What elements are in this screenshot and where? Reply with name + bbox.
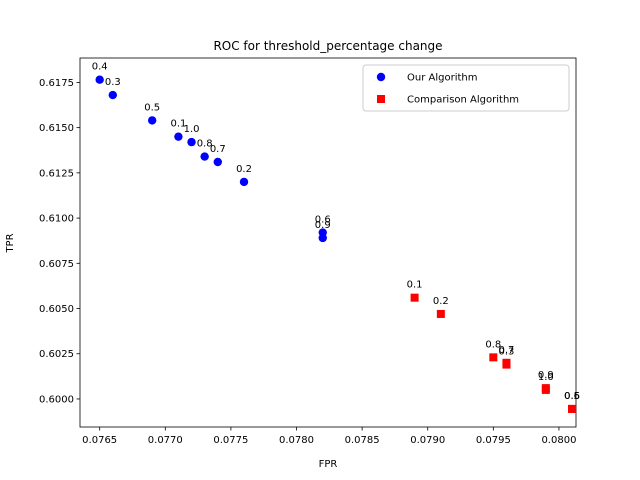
x-tick-label: 0.0775	[213, 435, 248, 446]
point-annotation: 1.0	[184, 124, 200, 135]
x-tick-label: 0.0765	[82, 435, 117, 446]
y-tick-label: 0.6125	[39, 168, 74, 179]
data-point	[489, 353, 498, 362]
data-point	[318, 233, 327, 243]
y-axis-label: TPR	[5, 233, 16, 253]
x-tick-label: 0.0770	[148, 435, 183, 446]
x-tick-label: 0.0780	[279, 435, 314, 446]
point-annotation: 0.8	[197, 139, 213, 150]
point-annotation: 0.1	[407, 280, 423, 291]
data-point	[502, 360, 511, 369]
data-point	[108, 90, 118, 100]
data-point	[568, 404, 577, 413]
data-point	[95, 75, 104, 84]
plot-frame	[79, 57, 577, 428]
legend-marker	[376, 72, 386, 82]
legend-entry: Our Algorithm	[407, 73, 477, 84]
series-our-algorithm: 0.4 0.3 0.5 0.11.0 0.80.7 0.2 0.60.9	[92, 62, 331, 243]
chart-title: ROC for threshold_percentage change	[213, 39, 442, 53]
data-point	[541, 385, 550, 394]
y-tick-label: 0.6050	[39, 304, 74, 315]
point-annotation: 0.6	[564, 391, 580, 402]
y-tick-label: 0.6175	[39, 78, 74, 89]
y-tick-label: 0.6075	[39, 259, 74, 270]
plot-area: 0.0765 0.0770 0.0775 0.0780 0.0785 0.0790 0.07…	[39, 57, 580, 446]
point-annotation: 0.8	[485, 339, 501, 350]
series-comparison-algorithm: 0.1 0.2 0.80.70.3 0.91.0 0.60.5	[407, 280, 580, 413]
point-annotation: 0.3	[499, 347, 515, 358]
point-annotation: 0.4	[92, 62, 108, 73]
x-tick-label: 0.0790	[410, 435, 445, 446]
x-axis-label: FPR	[319, 459, 338, 470]
data-point	[213, 157, 222, 167]
point-annotation: 0.9	[538, 370, 554, 381]
point-annotation: 0.9	[315, 220, 331, 231]
legend-entry: Comparison Algorithm	[407, 95, 519, 106]
point-annotation: 0.3	[105, 77, 121, 88]
y-tick-label: 0.6025	[39, 349, 74, 360]
point-annotation: 0.5	[144, 102, 160, 113]
x-tick-label: 0.0800	[541, 435, 576, 446]
data-point	[239, 177, 249, 187]
x-tick-label: 0.0785	[345, 435, 380, 446]
legend-marker	[377, 95, 385, 103]
legend: Our Algorithm Comparison Algorithm	[362, 64, 570, 112]
point-annotation: 0.7	[210, 144, 226, 155]
y-tick-label: 0.6100	[39, 214, 74, 225]
data-point	[436, 309, 445, 318]
data-point	[410, 293, 419, 302]
y-tick-label: 0.6150	[39, 123, 74, 134]
data-point	[187, 137, 196, 147]
point-annotation: 0.6	[315, 215, 331, 226]
point-annotation: 0.2	[433, 296, 449, 307]
point-annotation: 0.7	[499, 345, 515, 356]
data-point	[174, 132, 183, 141]
point-annotation: 0.5	[564, 391, 580, 402]
point-annotation: 0.1	[170, 119, 186, 130]
data-point	[200, 152, 209, 161]
data-point	[147, 116, 157, 125]
point-annotation: 0.2	[236, 164, 252, 175]
legend-box	[362, 64, 570, 112]
point-annotation: 1.0	[538, 372, 554, 383]
y-tick-label: 0.6000	[39, 394, 74, 405]
x-tick-label: 0.0795	[476, 435, 511, 446]
